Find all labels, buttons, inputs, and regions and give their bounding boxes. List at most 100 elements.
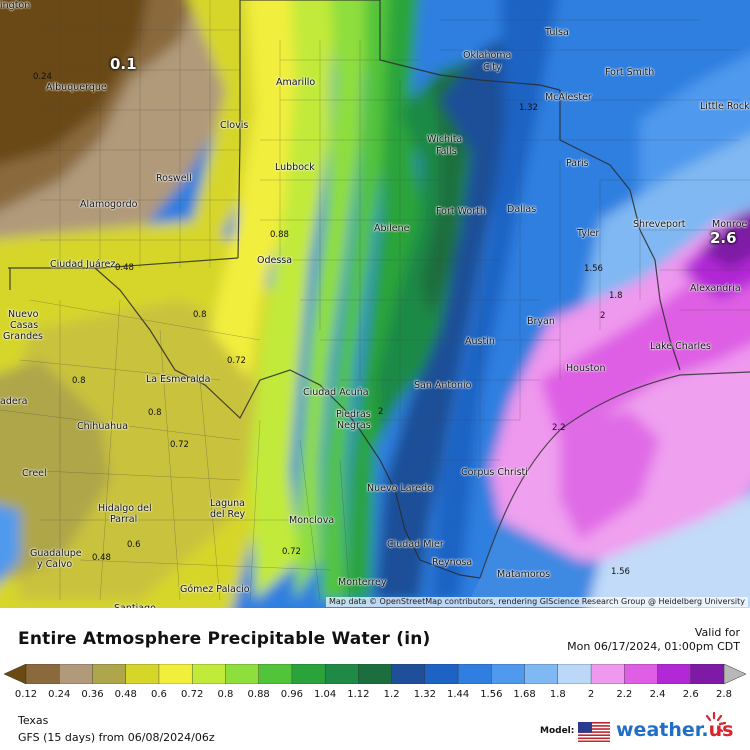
colorbar-low-arrow [4, 664, 27, 684]
contour-value-label: 0.72 [227, 356, 246, 366]
city-label: Ciudad Acuña [303, 387, 369, 398]
city-label: Clovis [220, 120, 249, 131]
colorbar-tick-label: 2 [587, 689, 595, 700]
city-label: San Antonio [414, 380, 472, 391]
contour-value-label: 0.24 [33, 72, 52, 82]
city-label: Shreveport [633, 219, 686, 230]
colorbar-tick-label: 1.68 [513, 689, 536, 700]
colorbar-tick-label: 1.12 [347, 689, 370, 700]
colorbar-tick-label: 2.8 [716, 689, 732, 700]
us-flag-icon [578, 722, 610, 742]
colorbar-tick-label: 0.24 [48, 689, 71, 700]
city-label: Monclova [289, 515, 335, 526]
colorbar-high-arrow [723, 664, 746, 684]
city-label: Negras [337, 420, 371, 431]
city-label: Casas [10, 320, 39, 331]
city-label: ington [0, 0, 31, 11]
city-label: Corpus Christi [461, 467, 528, 478]
colorbar-cell [557, 664, 592, 684]
valid-for-label: Valid for [694, 626, 740, 639]
city-label: Grandes [3, 331, 43, 342]
city-label: Piedras [336, 409, 371, 420]
colorbar-tick-label: 1.8 [549, 689, 566, 700]
contour-value-label: 0.1 [110, 55, 137, 73]
city-label: Dallas [507, 204, 537, 215]
colorbar-cell [158, 664, 193, 684]
city-label: adera [0, 396, 28, 407]
contour-value-label: 1.32 [519, 103, 538, 113]
colorbar-tick-label: 0.12 [14, 689, 38, 700]
color-scale-bar [4, 664, 746, 684]
contour-value-label: 1.8 [609, 291, 623, 301]
contour-value-label: 0.6 [127, 540, 141, 550]
colorbar-cell [225, 664, 260, 684]
colorbar-tick-label: 0.96 [280, 689, 304, 700]
logo-main-text: weather. [616, 719, 709, 741]
contour-value-label: 0.8 [193, 310, 207, 320]
colorbar-cell [391, 664, 426, 684]
city-label: Lake Charles [650, 341, 711, 352]
contour-value-label: 2 [378, 407, 384, 417]
contour-value-label: 2.2 [552, 423, 566, 433]
city-label: Houston [566, 363, 606, 374]
contour-value-label: 0.72 [282, 547, 301, 557]
contour-value-label: 2.6 [710, 229, 737, 247]
colorbar-cell [92, 664, 127, 684]
city-label: Amarillo [276, 77, 316, 88]
contour-value-label: 0.8 [72, 376, 86, 386]
map-fill-layer [0, 0, 750, 608]
colorbar-tick-label: 1.2 [383, 689, 400, 700]
city-label: y Calvo [37, 559, 73, 570]
sun-burst-icon [705, 711, 727, 733]
precipitable-water-map[interactable]: Albuquerque Tulsa Oklahoma City Fort Smith Mc… [0, 0, 750, 608]
colorbar-tick-label: 0.8 [217, 689, 234, 700]
city-label: Fort Worth [436, 206, 486, 217]
contour-value-label: 0.72 [170, 440, 189, 450]
city-label: McAlester [545, 92, 592, 103]
colorbar-tick-label: 0.48 [114, 689, 137, 700]
city-label: Alamogordo [80, 199, 138, 210]
city-label: Monterrey [338, 577, 387, 588]
city-label: Abilene [374, 223, 410, 234]
colorbar-tick-label: 2.6 [682, 689, 699, 700]
city-label: Little Rock [700, 101, 750, 112]
valid-time: Mon 06/17/2024, 01:00pm CDT [567, 640, 740, 653]
colorbar-tick-label: 1.44 [446, 689, 470, 700]
city-label: Gómez Palacio [180, 584, 250, 595]
contour-value-label: 0.48 [92, 553, 111, 563]
city-label: Tulsa [545, 27, 569, 38]
model-run-info: GFS (15 days) from 06/08/2024/06z [18, 731, 215, 744]
city-label: Santiago [114, 603, 156, 608]
colorbar-tick-label: 1.56 [480, 689, 503, 700]
weather-us-logo[interactable]: weather.us [616, 719, 733, 741]
city-label: Austin [465, 336, 495, 347]
city-label: Reynosa [432, 557, 473, 568]
map-attribution: Map data © OpenStreetMap contributors, r… [326, 597, 748, 607]
colorbar-cell [457, 664, 493, 684]
city-label: City [483, 62, 502, 73]
colorbar-tick-label: 2.4 [649, 689, 666, 700]
contour-value-label: 0.88 [270, 230, 289, 240]
city-label: Nuevo [8, 309, 39, 320]
colorbar-cell [191, 664, 227, 684]
city-label: Fort Smith [605, 67, 655, 78]
colorbar-tick-label: 0.88 [247, 689, 270, 700]
city-label: Lubbock [275, 162, 315, 173]
colorbar-cell [258, 664, 293, 684]
colorbar-cell [125, 664, 160, 684]
contour-value-label: 0.48 [115, 263, 134, 273]
city-label: Laguna [210, 498, 246, 509]
model-label: Model: [540, 726, 575, 736]
colorbar-cell [324, 664, 360, 684]
city-label: Creel [22, 468, 47, 479]
city-label: Roswell [156, 173, 192, 184]
legend-title: Entire Atmosphere Precipitable Water (in… [18, 629, 431, 649]
city-label: Matamoros [497, 569, 551, 580]
city-label: Alexandria [690, 283, 741, 294]
colorbar-cell [25, 664, 60, 684]
city-label: Albuquerque [46, 82, 107, 93]
colorbar-cell [624, 664, 659, 684]
region-name: Texas [18, 714, 49, 727]
contour-value-label: 2 [600, 311, 606, 321]
city-label: del Rey [210, 509, 246, 520]
